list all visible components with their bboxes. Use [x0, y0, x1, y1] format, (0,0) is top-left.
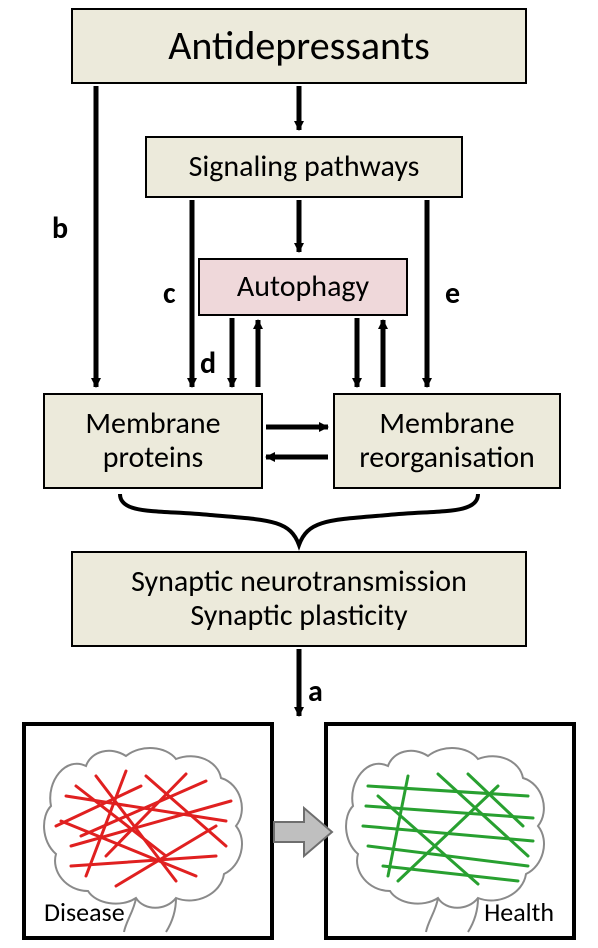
caption-disease: Disease: [44, 896, 125, 928]
panel-health: Health: [324, 722, 576, 940]
node-antidepressants: Antidepressants: [71, 8, 527, 84]
edge-label-d: d: [200, 345, 216, 382]
edge-label-b: b: [52, 210, 68, 247]
node-label: Signaling pathways: [189, 150, 420, 185]
panel-disease: Disease: [22, 722, 274, 940]
node-signaling-pathways: Signaling pathways: [145, 136, 463, 198]
node-autophagy: Autophagy: [198, 258, 408, 316]
node-label: Membrane reorganisation: [359, 407, 535, 476]
node-membrane-reorganisation: Membrane reorganisation: [333, 393, 561, 489]
node-label: Membrane proteins: [85, 407, 220, 476]
edge-label-e: e: [445, 275, 460, 312]
caption-health: Health: [484, 896, 554, 928]
node-synaptic: Synaptic neurotransmission Synaptic plas…: [71, 551, 527, 647]
bracket: [120, 494, 478, 545]
node-label: Antidepressants: [168, 23, 429, 69]
node-label: Synaptic neurotransmission Synaptic plas…: [131, 565, 467, 634]
edge-label-c: c: [163, 275, 176, 312]
node-membrane-proteins: Membrane proteins: [43, 393, 263, 489]
node-label: Autophagy: [237, 270, 369, 305]
edge-label-a: a: [308, 673, 323, 710]
